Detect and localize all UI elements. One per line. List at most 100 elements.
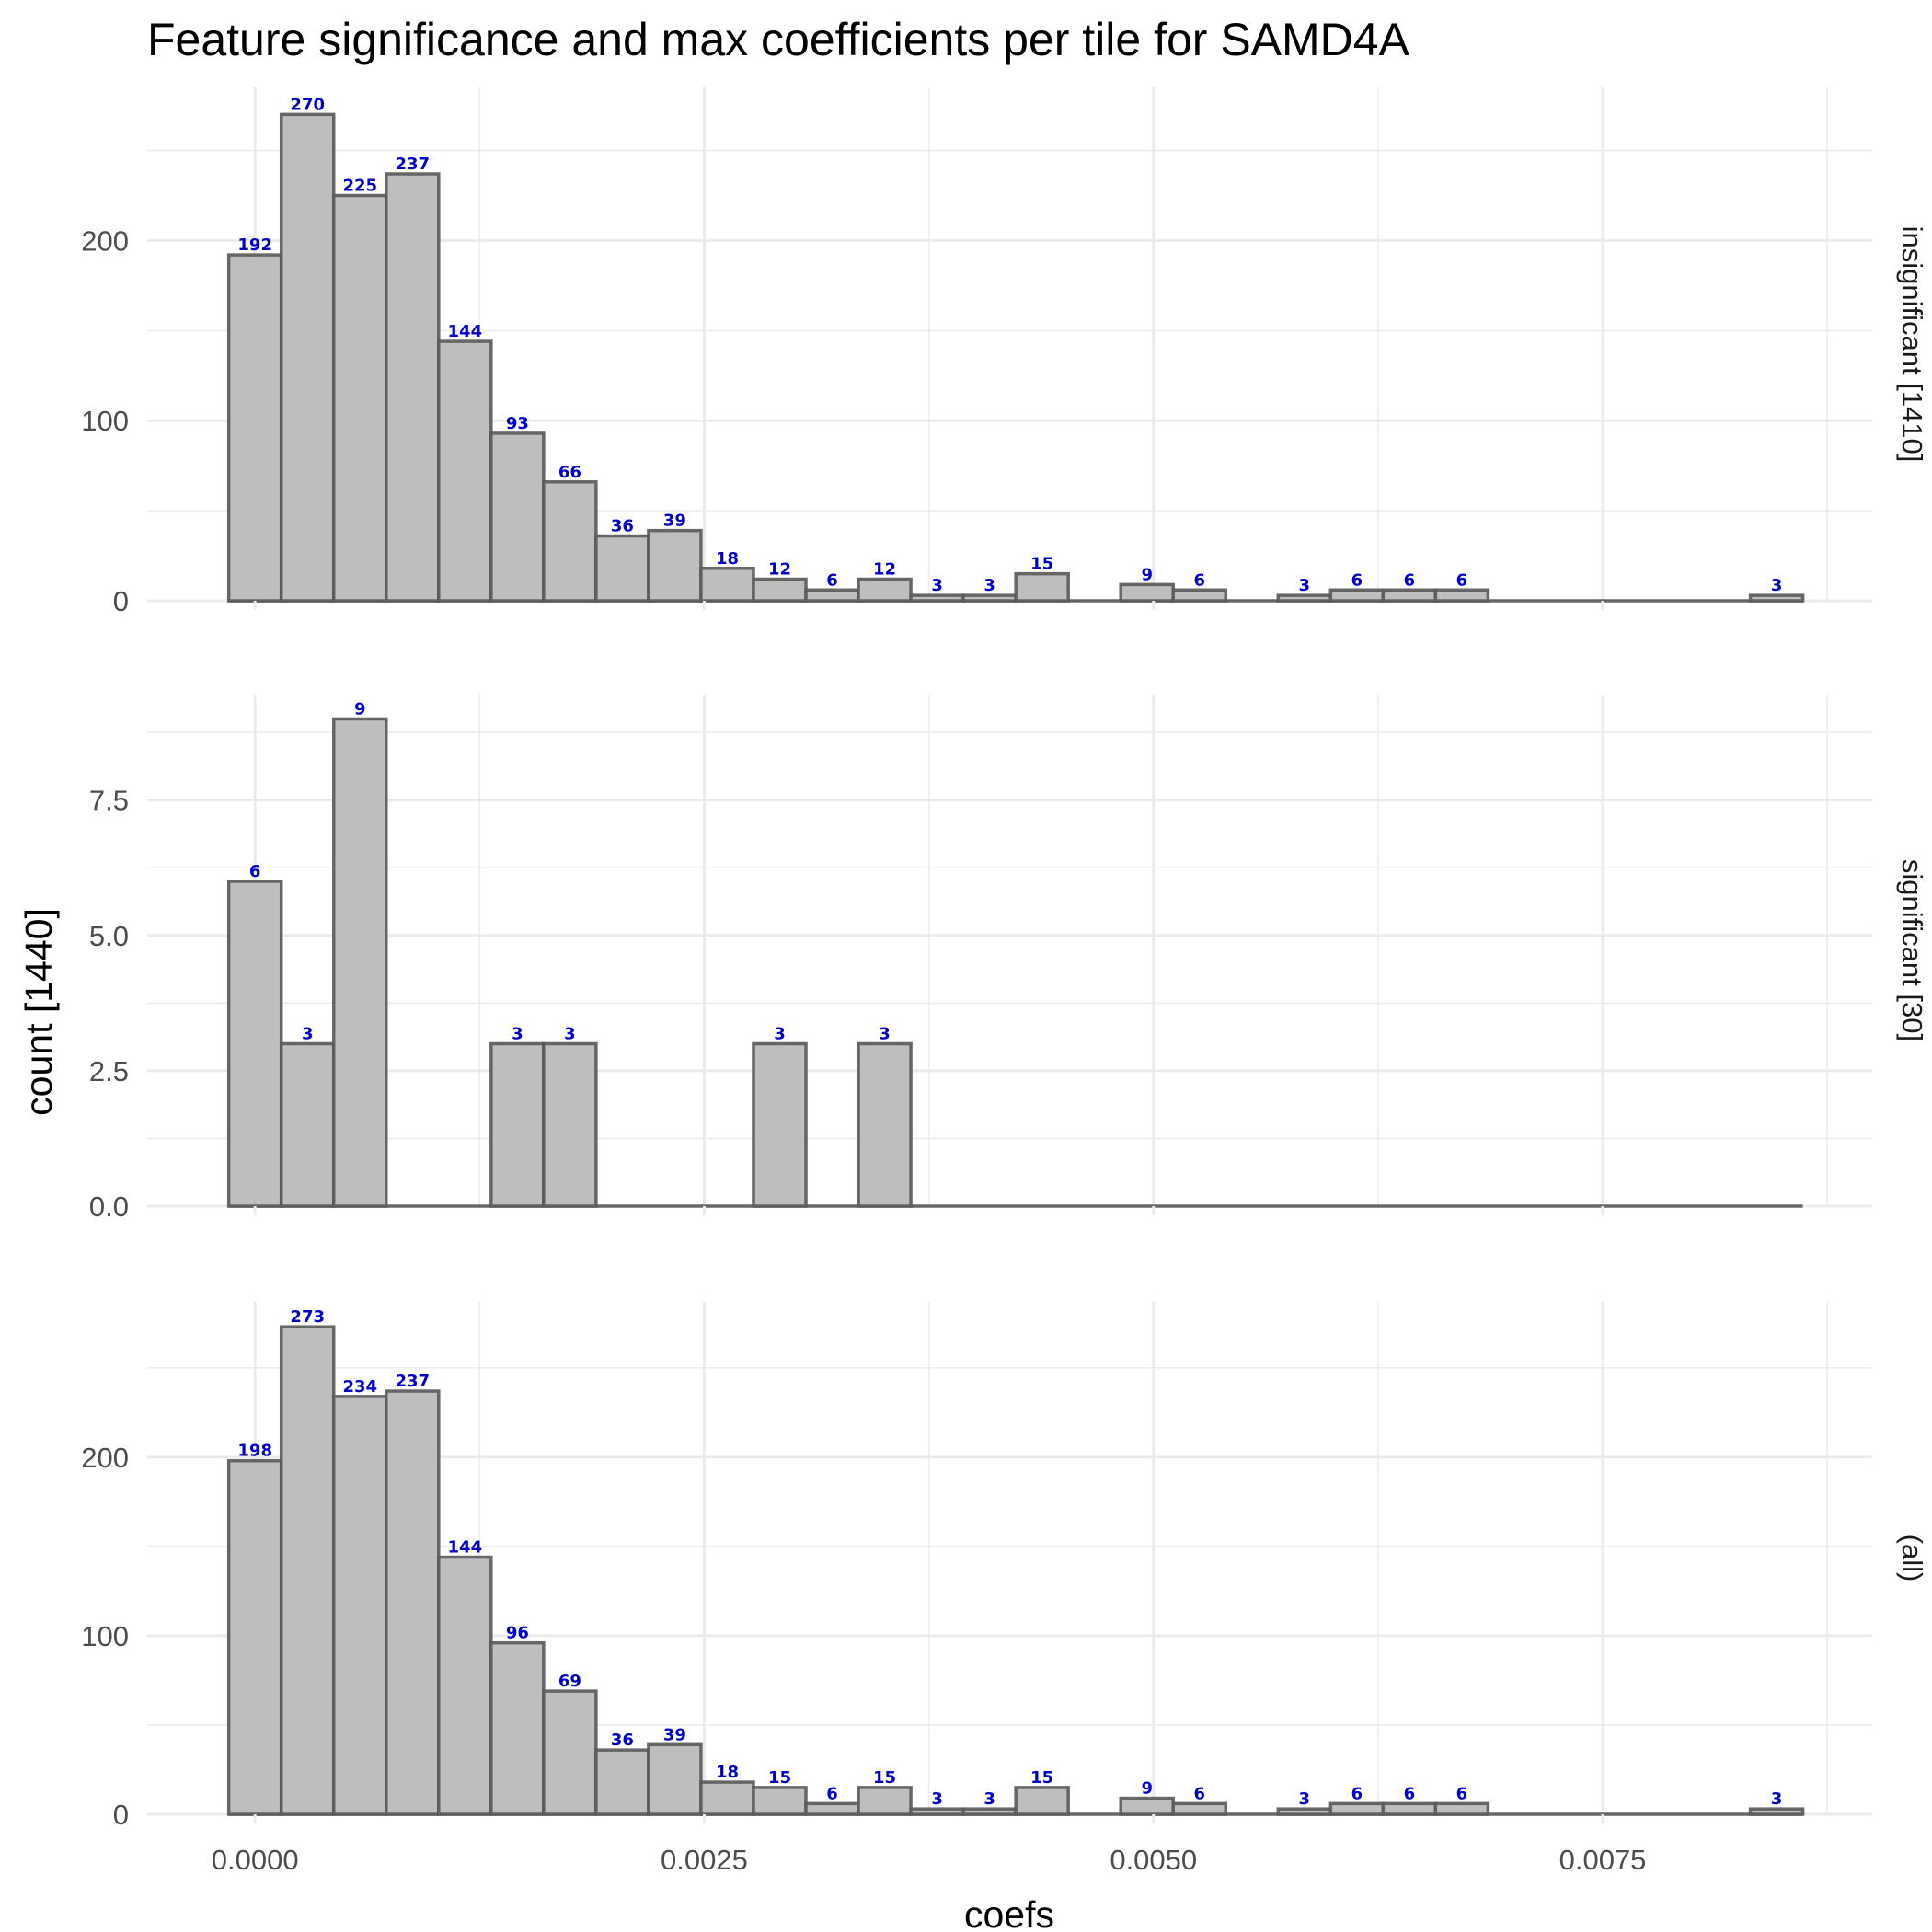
histogram-bar [279,1325,336,1816]
bar-count-label: 93 [506,414,529,433]
histogram-bar [647,528,703,603]
bar-count-label: 66 [558,463,581,482]
histogram-bar [437,1555,493,1816]
y-tick-label: 0 [113,1799,129,1831]
histogram-bar [279,1041,336,1208]
bar-count-label: 3 [1299,1789,1311,1809]
histogram-bar [542,480,598,603]
histogram-bar [1433,1801,1490,1816]
bar-count-label: 144 [448,1538,483,1558]
histogram-bar [1381,588,1438,603]
bar-count-label: 18 [716,1763,739,1782]
bar-count-label: 3 [983,1789,995,1809]
y-tick-label: 0 [113,585,129,617]
bar-count-label: 96 [506,1624,529,1643]
bar-count-label: 39 [663,512,686,531]
bar-count-label: 3 [931,1789,943,1809]
bar-count-label: 6 [1456,570,1468,590]
bar-count-label: 3 [302,1024,314,1043]
histogram-bar [1381,1801,1438,1816]
histogram-bar [594,1748,650,1816]
histogram-bar [752,1041,808,1208]
bar-count-label: 36 [611,1731,634,1750]
bar-count-label: 3 [983,576,995,595]
histogram-bar [489,1041,546,1208]
histogram-bar [1119,582,1175,603]
bar-count-label: 3 [1299,576,1311,595]
y-tick-label: 5.0 [89,920,129,952]
histogram-bar [331,1395,388,1816]
bar-count-label: 3 [1771,1789,1783,1809]
histogram-bar [331,193,388,603]
bar-count-label: 6 [249,862,261,881]
y-tick-label: 100 [81,405,129,437]
bar-count-label: 237 [395,155,430,174]
x-axis: 0.0000 0.0025 0.0050 0.0075 [212,601,1647,1876]
bar-count-label: 9 [1141,1779,1153,1799]
histogram-bar [804,588,860,603]
histogram-bar [1171,588,1228,603]
bar-count-label: 15 [1030,1768,1053,1788]
histogram-bar [961,593,1018,603]
histogram-bar [909,593,965,603]
histogram-bar [437,339,493,603]
histogram-bar [1748,593,1805,603]
bar-count-label: 18 [716,549,739,569]
bar-count-label: 3 [564,1024,576,1043]
facet-strip-label: (all) [1896,1535,1928,1582]
histogram-bar [1328,588,1386,603]
bar-count-label: 6 [1351,1784,1363,1803]
x-axis-title: coefs [964,1893,1054,1932]
histogram-bar [961,1807,1018,1816]
histogram-bar [594,534,650,603]
histogram-bar [542,1689,598,1816]
histogram-bar [857,1786,913,1816]
histogram-bar [699,567,755,603]
bar-count-label: 234 [342,1377,377,1397]
bar-count-label: 3 [879,1024,891,1043]
bar-count-label: 6 [826,1784,838,1803]
y-tick-label: 2.5 [89,1055,129,1087]
x-tick-label: 0.0050 [1110,1844,1197,1876]
chart-title: Feature significance and max coefficient… [147,14,1410,65]
histogram-bar [699,1780,755,1816]
x-tick-label: 0.0075 [1559,1844,1647,1876]
histogram-bar [1276,1807,1333,1816]
histogram-bar [1014,1786,1070,1816]
histogram-bar [489,431,546,603]
y-tick-label: 200 [81,1442,129,1474]
bar-count-label: 9 [354,699,366,719]
histogram-bar [226,253,283,603]
histogram-bar [542,1041,598,1208]
y-tick-label: 7.5 [89,785,129,817]
histogram-bar [752,577,808,603]
bar-count-label: 6 [1404,570,1416,590]
bar-count-label: 3 [512,1024,523,1043]
histogram-bar [752,1786,808,1816]
bar-count-label: 144 [448,322,483,341]
histogram-bar [1433,588,1490,603]
bar-count-label: 6 [1193,570,1205,590]
histogram-bar [909,1807,965,1816]
bar-count-label: 12 [768,560,791,580]
bar-count-label: 9 [1141,565,1153,584]
bar-count-label: 15 [768,1768,791,1788]
histogram-bar [331,717,388,1208]
bar-count-label: 3 [774,1024,786,1043]
bar-count-label: 6 [1193,1784,1205,1803]
bar-count-label: 198 [237,1442,272,1461]
y-tick-label: 200 [81,224,129,257]
bar-count-label: 6 [1404,1784,1416,1803]
histogram-bar [1328,1801,1386,1816]
bar-count-label: 12 [873,560,896,580]
histogram-bar [857,577,913,603]
histogram-bar [385,1389,441,1816]
histogram-bar [279,112,336,603]
bar-count-label: 36 [611,517,634,536]
bar-count-label: 273 [290,1307,325,1327]
histogram-bar [226,1458,283,1816]
y-tick-label: 100 [81,1620,129,1652]
histogram-bar [226,880,283,1208]
